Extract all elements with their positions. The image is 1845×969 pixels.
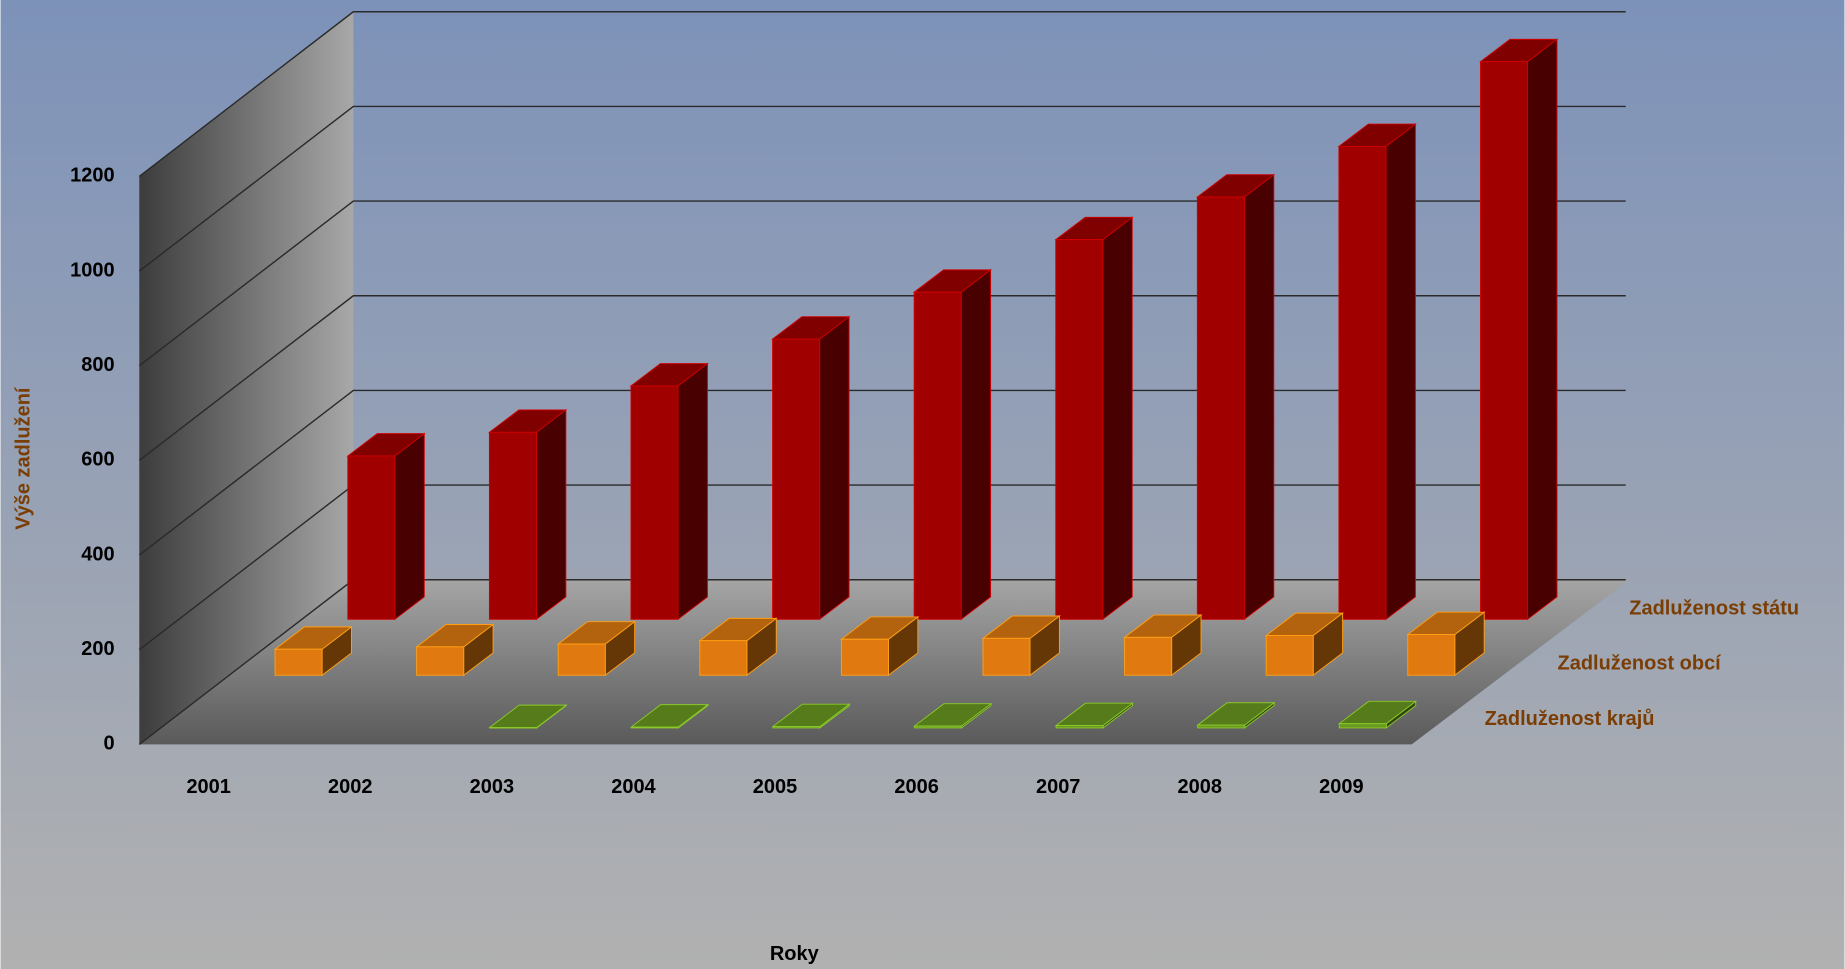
bar [488,409,568,621]
grid-line [138,11,1626,177]
x-tick-label: 2006 [894,776,938,798]
x-tick-label: 2008 [1178,776,1222,798]
bar-front [1265,635,1314,676]
x-tick-label: 2002 [328,776,372,798]
bar-front [489,726,538,729]
bar-front [1338,723,1387,729]
legend-label: Zadluženost státu [1629,597,1799,619]
bar [1479,38,1559,621]
y-tick-label: 0 [103,733,114,755]
bar-side [535,409,567,621]
bar-front [274,648,323,676]
bar-front [1338,145,1387,620]
bar-front [347,455,396,620]
bar-side [960,268,992,621]
bar [913,702,993,729]
bar-front [630,726,679,729]
bar [629,362,709,621]
bar [346,432,426,621]
bar-front [913,291,962,620]
bar [698,617,778,677]
bar [1406,611,1486,677]
bar-front [1480,61,1529,620]
bar-side [1243,173,1275,621]
bar [415,623,495,677]
bar [1337,700,1418,729]
bar-front [914,725,963,729]
bar-side [1385,123,1416,621]
bar-front [1197,724,1246,729]
y-tick-label: 800 [81,354,114,376]
bar-front [557,643,606,676]
bar [1264,612,1345,677]
y-tick-label: 1200 [70,165,114,187]
bar-front [1055,239,1104,620]
bar [1195,173,1276,621]
x-tick-label: 2001 [186,776,230,798]
y-tick-label: 1000 [70,259,114,281]
bar-front [840,638,889,676]
bar-front [982,637,1031,676]
bar-side [677,362,708,621]
bar [1123,614,1203,677]
bar [1054,216,1134,621]
bar-front [1407,634,1456,676]
bar [840,615,920,677]
bar [912,268,993,621]
bar-front [488,431,537,620]
bar-side [1102,216,1133,621]
bar-front [416,646,465,676]
bar [488,704,568,729]
bar-front [772,338,821,620]
bar-front [1196,196,1245,620]
legend-label: Zadluženost krajů [1485,708,1655,730]
y-tick-label: 400 [81,543,114,565]
bar [1196,701,1276,729]
bar-side [819,315,850,621]
x-tick-label: 2004 [611,776,655,798]
x-axis-title: Roky [770,943,819,965]
y-tick-label: 200 [81,638,114,660]
x-tick-label: 2003 [470,776,514,798]
bar [981,615,1061,677]
legend-label: Zadluženost obcí [1558,653,1723,675]
bar-front [772,726,821,729]
y-tick-label: 600 [81,449,114,471]
bar-front [630,385,679,620]
bar [273,625,353,677]
bar [556,620,637,677]
bar [1054,702,1134,729]
bar-side [1527,38,1558,621]
bar [771,703,851,729]
y-axis-title: Výše zadlužení [12,386,34,530]
bar-front [1055,725,1104,729]
bar-side [394,432,425,621]
bar [771,315,851,621]
bar-front [1124,636,1173,676]
bar [629,703,710,729]
x-tick-label: 2005 [753,776,797,798]
x-tick-label: 2009 [1319,776,1363,798]
plot: 0 200 400 600 800 1000 1200 2001 2002 2003 2004 200… [70,11,1799,798]
bar [1337,123,1417,621]
x-tick-label: 2007 [1036,776,1080,798]
grid-line [138,105,1626,272]
bar-front [699,640,748,676]
